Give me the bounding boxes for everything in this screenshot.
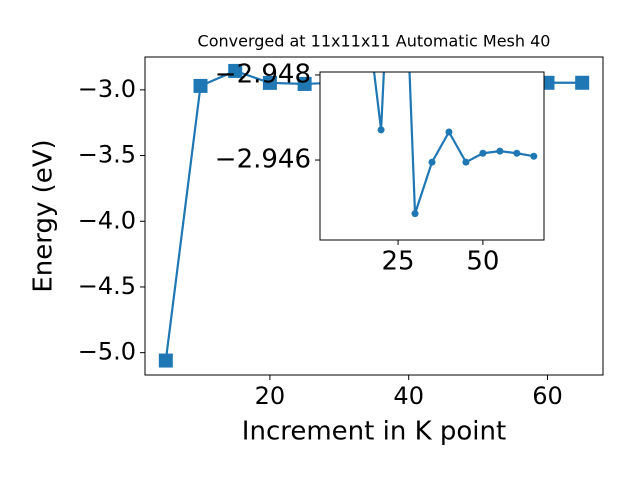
marker [530,152,538,160]
marker [228,63,243,78]
marker [428,158,436,166]
x-axis-label: Increment in K point [242,417,506,447]
x-tick-label: 25 [382,247,415,277]
y-tick-label: −5.0 [78,338,136,366]
y-tick-label: −2.946 [215,145,311,175]
marker [297,76,312,91]
marker [496,147,504,155]
marker [575,75,590,90]
y-tick-label: −3.5 [78,141,136,169]
marker [411,210,419,218]
marker [479,149,487,157]
marker [193,78,208,93]
plot-content [372,72,538,218]
marker [462,158,470,166]
x-tick-label: 20 [255,382,286,410]
axes-frame [319,71,545,241]
y-tick-label: −2.948 [215,59,311,89]
axes-frame [144,56,604,376]
marker [513,149,521,157]
marker [262,75,277,90]
y-axis-label: Energy (eV) [29,139,59,292]
x-tick-label: 40 [393,382,424,410]
y-tick-label: −4.5 [78,272,136,300]
marker [445,128,453,136]
y-tick-label: −3.0 [78,75,136,103]
plot-area [320,72,544,240]
x-tick-label: 50 [466,247,499,277]
x-tick-label: 60 [532,382,563,410]
y-tick-label: −4.0 [78,206,136,234]
chart-title: Converged at 11x11x11 Automatic Mesh 40 [198,32,551,51]
marker [158,353,173,368]
marker [377,126,385,134]
